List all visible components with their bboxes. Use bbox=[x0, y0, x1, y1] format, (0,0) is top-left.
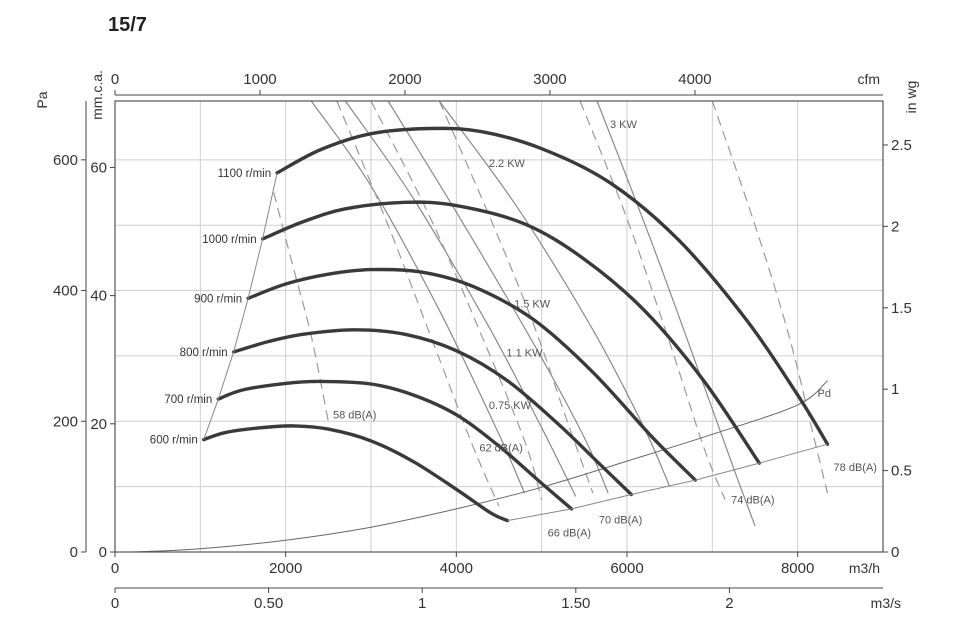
noise-line bbox=[370, 100, 543, 500]
noise-label: 70 dB(A) bbox=[599, 514, 642, 526]
power-line bbox=[438, 100, 671, 487]
power-label: 1.5 KW bbox=[514, 299, 551, 311]
y-tick-label-inwg: 0 bbox=[891, 544, 899, 561]
power-line bbox=[310, 100, 526, 494]
plot-frame bbox=[114, 100, 884, 553]
power-line bbox=[387, 100, 609, 494]
noise-label: 58 dB(A) bbox=[333, 410, 376, 422]
noise-label: 66 dB(A) bbox=[548, 527, 591, 539]
x-tick-label-m3s: 1 bbox=[418, 595, 426, 612]
x-tick-label-m3h: 8000 bbox=[781, 560, 814, 577]
power-line bbox=[596, 100, 756, 527]
top-tick-label-cfm: 4000 bbox=[678, 71, 711, 88]
x-tick-label-m3h: 4000 bbox=[440, 560, 473, 577]
top-axis-unit-cfm: cfm bbox=[857, 71, 880, 87]
y-tick-label-inwg: 1.5 bbox=[891, 300, 912, 317]
x-tick-label-m3s: 0.50 bbox=[254, 595, 283, 612]
page-title: 15/7 bbox=[108, 14, 147, 36]
power-label: 0.75 KW bbox=[489, 400, 532, 412]
power-line bbox=[344, 100, 577, 497]
y-tick-label-mm: 40 bbox=[90, 288, 107, 305]
y-tick-label-inwg: 0.5 bbox=[891, 463, 912, 480]
power-label: 2.2 KW bbox=[489, 158, 526, 170]
start-line bbox=[203, 172, 278, 440]
x-tick-label-m3s: 1.50 bbox=[561, 595, 590, 612]
x-tick-label-m3s: 2 bbox=[725, 595, 733, 612]
x-tick-label-m3h: 6000 bbox=[610, 560, 643, 577]
x-axis-unit-m3h: m3/h bbox=[849, 560, 880, 576]
y-tick-label-mm: 20 bbox=[90, 416, 107, 433]
noise-label: 62 dB(A) bbox=[479, 442, 522, 454]
noise-label: 74 dB(A) bbox=[731, 495, 774, 507]
y-tick-label-pa: 200 bbox=[53, 413, 78, 430]
noise-label: 78 dB(A) bbox=[834, 462, 877, 474]
power-label: 3 KW bbox=[610, 119, 638, 131]
y-tick-label-inwg: 1 bbox=[891, 381, 899, 398]
speed-curve bbox=[216, 379, 574, 511]
top-tick-label-cfm: 2000 bbox=[388, 71, 421, 88]
speed-curve bbox=[202, 424, 510, 523]
y-tick-label-pa: 400 bbox=[53, 283, 78, 300]
noise-line bbox=[273, 192, 329, 422]
y-tick-label-mm: 60 bbox=[90, 159, 107, 176]
speed-label: 600 r/min bbox=[150, 435, 198, 447]
x-tick-label-m3s: 0 bbox=[111, 595, 119, 612]
y-axis-unit-pa: Pa bbox=[34, 91, 50, 108]
top-tick-label-cfm: 0 bbox=[111, 71, 119, 88]
x-tick-label-m3h: 0 bbox=[111, 560, 119, 577]
speed-curve bbox=[231, 328, 633, 497]
y-tick-label-pa: 0 bbox=[70, 544, 78, 561]
speed-label: 900 r/min bbox=[194, 293, 242, 305]
y-axis-unit-inwg: in wg bbox=[903, 81, 919, 114]
power-label: 1.1 KW bbox=[506, 348, 543, 360]
y-tick-label-pa: 600 bbox=[53, 152, 78, 169]
y-tick-label-inwg: 2 bbox=[891, 218, 899, 235]
speed-label: 1000 r/min bbox=[202, 234, 256, 246]
x-tick-label-m3h: 2000 bbox=[269, 560, 302, 577]
top-tick-label-cfm: 1000 bbox=[243, 71, 276, 88]
speed-curve bbox=[246, 267, 697, 482]
speed-label: 1100 r/min bbox=[218, 168, 271, 180]
y-axis-unit-mm: mm.c.a. bbox=[89, 70, 105, 120]
y-tick-label-mm: 0 bbox=[99, 544, 107, 561]
noise-line bbox=[579, 100, 726, 500]
speed-curve bbox=[275, 126, 830, 446]
pd-label: Pd bbox=[818, 388, 831, 400]
speed-label: 800 r/min bbox=[180, 347, 228, 359]
end-line bbox=[507, 443, 828, 522]
pd-curve-line bbox=[132, 380, 828, 553]
speed-curve bbox=[260, 200, 761, 465]
x-axis-unit-m3s: m3/s bbox=[871, 595, 901, 611]
top-tick-label-cfm: 3000 bbox=[533, 71, 566, 88]
speed-label: 700 r/min bbox=[164, 394, 212, 406]
noise-line bbox=[336, 100, 500, 507]
y-tick-label-inwg: 2.5 bbox=[891, 137, 912, 154]
